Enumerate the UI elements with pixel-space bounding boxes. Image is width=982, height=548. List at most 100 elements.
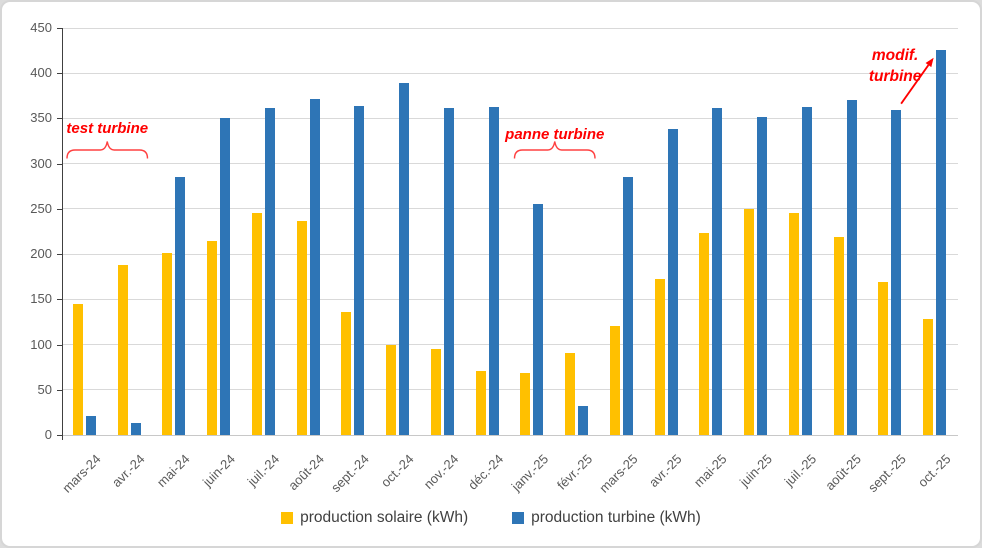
bar-turbine-avr.-24	[130, 423, 141, 435]
y-axis-tick	[57, 163, 62, 165]
bar-solaire-sept.-25	[878, 282, 889, 435]
x-axis-label-oct.-24: oct.-24	[377, 451, 417, 491]
annotation-panne-turbine: panne turbine	[485, 124, 625, 145]
bar-solaire-oct.-25	[923, 319, 934, 435]
bar-turbine-juin-24	[220, 118, 231, 435]
bar-turbine-avr.-25	[667, 129, 678, 435]
y-axis-tick-label: 400	[30, 65, 52, 81]
annotation-modif-turbine: modif. turbine	[845, 45, 945, 87]
bar-solaire-oct.-24	[386, 344, 397, 435]
x-axis-label-juin-24: juin-24	[199, 451, 238, 490]
gridline	[63, 253, 958, 255]
bar-turbine-août-24	[309, 99, 320, 435]
y-axis-tick-label: 150	[30, 291, 52, 307]
bar-turbine-août-25	[846, 100, 857, 435]
y-axis-tick	[57, 435, 62, 436]
bar-turbine-févr.-25	[578, 406, 589, 435]
y-axis-tick-label: 250	[30, 200, 52, 216]
legend-swatch-solaire-icon	[281, 512, 294, 524]
bar-solaire-nov.-24	[430, 349, 441, 435]
bar-solaire-août-25	[833, 236, 844, 435]
bar-turbine-mai-24	[175, 177, 186, 435]
y-axis-tick-label: 50	[37, 381, 52, 397]
y-axis-tick	[57, 254, 62, 256]
bar-turbine-juil.-24	[264, 108, 275, 435]
bar-turbine-sept.-25	[891, 110, 902, 435]
x-axis-label-sept.-24: sept.-24	[327, 451, 372, 496]
x-axis-line	[63, 435, 958, 436]
y-axis-tick	[57, 389, 62, 391]
bar-turbine-mai-25	[712, 107, 723, 435]
x-axis-label-avr.-24: avr.-24	[109, 451, 149, 491]
bar-turbine-mars-24	[85, 416, 96, 435]
y-axis-tick-label: 300	[30, 155, 52, 171]
x-axis-label-juil.-25: juil.-25	[781, 451, 820, 489]
bar-turbine-janv.-25	[533, 204, 544, 435]
y-axis-tick	[57, 344, 62, 346]
bar-solaire-mai-24	[162, 253, 173, 435]
y-axis-tick-label: 350	[30, 110, 52, 126]
bar-turbine-nov.-24	[443, 107, 454, 435]
gridline	[63, 72, 958, 74]
bar-turbine-juin-25	[757, 116, 768, 435]
legend-swatch-turbine-icon	[512, 512, 525, 524]
x-axis-label-juil.-24: juil.-24	[244, 451, 283, 489]
legend-label-turbine: production turbine (kWh)	[531, 509, 701, 526]
x-axis-tick	[62, 435, 63, 440]
gridline	[63, 389, 958, 391]
x-axis-label-août-25: août-25	[822, 451, 865, 494]
legend-item-turbine: production turbine (kWh)	[512, 509, 701, 527]
bar-solaire-mars-24	[72, 303, 83, 435]
legend-item-solaire: production solaire (kWh)	[281, 509, 468, 527]
y-axis-tick	[57, 208, 62, 210]
gridline	[63, 117, 958, 119]
annotation-test-turbine-text: test turbine	[66, 120, 149, 137]
bar-solaire-avr.-25	[654, 279, 665, 435]
y-axis-tick	[57, 28, 62, 29]
x-axis-label-juin-25: juin-25	[736, 451, 775, 490]
x-axis-label-avr.-25: avr.-25	[646, 451, 686, 491]
y-axis-tick-label: 0	[44, 427, 52, 442]
bar-solaire-janv.-25	[520, 372, 531, 435]
x-axis-label-déc.-24: déc.-24	[464, 451, 507, 493]
legend: production solaire (kWh) production turb…	[0, 509, 982, 527]
x-axis-label-févr.-25: févr.-25	[554, 451, 596, 493]
y-axis-line	[62, 28, 63, 440]
x-axis-label-mars-24: mars-24	[58, 451, 104, 496]
x-axis-label-nov.-24: nov.-24	[420, 451, 462, 492]
legend-label-solaire: production solaire (kWh)	[300, 509, 469, 526]
bar-solaire-mai-25	[699, 233, 710, 435]
x-axis-label-mars-25: mars-25	[595, 451, 641, 496]
bar-solaire-juil.-24	[251, 212, 262, 435]
x-axis-label-oct.-25: oct.-25	[914, 451, 954, 491]
bar-solaire-juin-24	[207, 241, 218, 435]
x-axis-label-août-24: août-24	[285, 451, 328, 494]
x-axis-label-janv.-25: janv.-25	[508, 451, 551, 494]
y-axis-tick	[57, 73, 62, 75]
bar-turbine-sept.-24	[354, 105, 365, 435]
y-axis-tick-label: 100	[30, 336, 52, 352]
y-axis-tick-label: 450	[30, 20, 52, 35]
gridline	[63, 27, 958, 29]
gridline	[63, 163, 958, 165]
gridline	[63, 298, 958, 300]
annotation-panne-turbine-text: panne turbine	[505, 126, 605, 143]
bar-solaire-déc.-24	[475, 370, 486, 435]
x-axis-label-sept.-25: sept.-25	[864, 451, 909, 496]
annotation-test-turbine: test turbine	[37, 118, 177, 139]
bar-solaire-févr.-25	[565, 352, 576, 435]
y-axis-tick	[57, 299, 62, 301]
bar-turbine-déc.-24	[488, 106, 499, 435]
annotation-modif-turbine-line2: turbine	[868, 67, 922, 85]
bar-solaire-sept.-24	[341, 311, 352, 435]
bar-solaire-mars-25	[609, 325, 620, 435]
y-axis-tick	[57, 118, 62, 120]
x-axis-label-mai-25: mai-25	[691, 451, 730, 491]
x-axis-label-mai-24: mai-24	[154, 451, 193, 491]
bar-solaire-juin-25	[744, 208, 755, 435]
y-axis-tick-label: 200	[30, 246, 52, 262]
bar-solaire-août-24	[296, 220, 307, 435]
bar-turbine-juil.-25	[801, 106, 812, 435]
gridline	[63, 344, 958, 346]
